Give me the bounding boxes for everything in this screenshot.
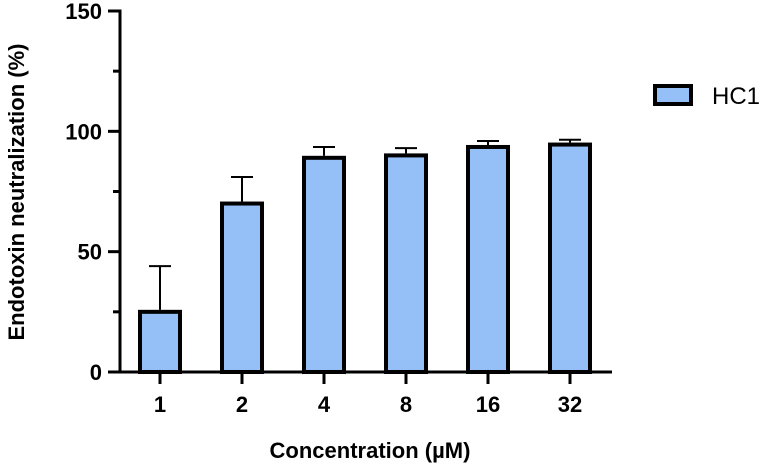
bar-16 — [466, 144, 510, 374]
x-tick-label: 32 — [558, 392, 582, 417]
bar-2 — [220, 201, 264, 374]
error-bar-8 — [395, 147, 417, 154]
x-tick-label: 1 — [154, 392, 166, 417]
bar-32 — [548, 142, 592, 374]
x-tick-label: 8 — [400, 392, 412, 417]
x-axis: 1 2 4 8 16 32 — [120, 370, 612, 417]
y-axis-title: Endotoxin neutralization (%) — [4, 44, 29, 341]
error-bar-2 — [231, 176, 253, 202]
y-tick-label: 0 — [90, 360, 102, 385]
x-tick-label: 2 — [236, 392, 248, 417]
y-tick-label: 50 — [78, 240, 102, 265]
error-bars-group — [149, 138, 581, 310]
legend-swatch-hc1 — [653, 84, 693, 106]
y-tick-label: 100 — [65, 119, 102, 144]
x-axis-title: Concentration (µM) — [270, 438, 471, 463]
bar-4 — [302, 155, 346, 374]
legend: HC1 — [653, 83, 760, 110]
error-bar-16 — [477, 139, 499, 145]
bars-group — [138, 142, 592, 375]
bar-1 — [138, 309, 182, 375]
x-tick-label: 16 — [476, 392, 500, 417]
y-axis: 0 50 100 150 — [65, 0, 122, 385]
y-tick-label: 150 — [65, 0, 102, 24]
bar-8 — [384, 153, 428, 374]
error-bar-32 — [559, 138, 581, 143]
error-bar-1 — [149, 265, 171, 310]
error-bar-4 — [313, 145, 335, 156]
legend-label-hc1: HC1 — [712, 83, 760, 110]
x-tick-label: 4 — [318, 392, 331, 417]
